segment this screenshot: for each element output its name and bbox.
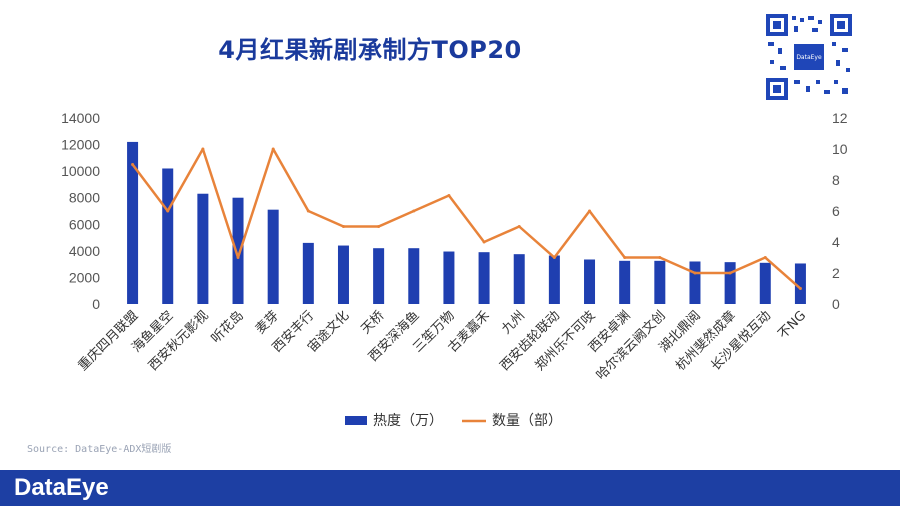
line-point	[482, 240, 486, 244]
bar	[127, 141, 139, 304]
footer-bar: DataEye	[0, 470, 900, 506]
bar	[408, 248, 420, 304]
y-right-tick-label: 4	[832, 234, 840, 250]
chart-title: 4月红果新剧承制方TOP20	[218, 36, 522, 64]
line-point	[236, 256, 240, 259]
line-point	[377, 225, 381, 228]
bar	[548, 255, 560, 304]
bar	[619, 260, 631, 304]
legend-bar-label: 热度（万）	[373, 413, 443, 429]
bar	[689, 261, 701, 304]
bar	[302, 242, 314, 304]
bar	[232, 197, 244, 304]
x-tick-label: 九州	[499, 308, 528, 337]
x-tick-label: 听花岛	[208, 308, 247, 347]
line-point	[623, 256, 627, 259]
line-point	[306, 209, 310, 213]
line-point	[588, 209, 592, 213]
line-point	[798, 287, 802, 290]
y-right-tick-label: 12	[832, 110, 848, 126]
line-point	[517, 225, 521, 228]
line-point	[728, 271, 732, 275]
y-right-tick-label: 6	[832, 203, 840, 219]
qr-code-pattern	[766, 14, 852, 100]
y-left-tick-label: 14000	[61, 110, 100, 126]
x-tick-label: 重庆四月联盟	[75, 308, 141, 374]
line-point	[693, 271, 697, 275]
line-point	[131, 163, 135, 166]
source-note: Source: DataEye-ADX短剧版	[27, 444, 172, 455]
line-point	[412, 209, 416, 213]
y-left-tick-label: 12000	[61, 137, 100, 153]
bar	[759, 262, 771, 304]
y-left-tick-label: 10000	[61, 163, 100, 179]
x-tick-label: 不NG	[775, 308, 809, 342]
y-left-tick-label: 2000	[69, 269, 100, 285]
bar	[654, 260, 666, 304]
line-point	[763, 256, 767, 259]
y-right-tick-label: 0	[832, 296, 840, 312]
y-left-tick-label: 4000	[69, 243, 100, 259]
legend-bar-swatch	[345, 416, 367, 425]
bar	[724, 262, 736, 304]
bar	[162, 168, 174, 304]
bar	[197, 193, 209, 304]
bar	[513, 254, 525, 304]
x-tick-label: 麦芽	[253, 308, 282, 337]
y-right-tick-label: 8	[832, 172, 840, 188]
line-point	[201, 147, 205, 151]
bar	[478, 252, 490, 304]
line-point	[341, 225, 345, 228]
bar	[584, 259, 596, 304]
bar	[794, 263, 806, 304]
line-point	[166, 209, 170, 213]
y-right-tick-label: 2	[832, 265, 840, 281]
line-point	[552, 256, 556, 259]
y-left-tick-label: 8000	[69, 190, 100, 206]
line-series	[131, 147, 802, 290]
y-left-tick-label: 0	[92, 296, 100, 312]
legend-line-label: 数量（部）	[492, 413, 562, 429]
bar	[267, 209, 279, 304]
qr-center-logo: DataEye	[794, 44, 824, 70]
chart-canvas: 0 2000 4000 6000 8000 10000 12000 14000 0 2 4 6 8 10 1…	[61, 110, 848, 429]
bar	[337, 245, 349, 304]
x-tick-label: 天桥	[358, 308, 387, 337]
footer-brand-logo: DataEye	[14, 474, 109, 501]
bar	[373, 248, 385, 304]
x-tick-label: 杭州斐然成章	[672, 308, 738, 374]
line-point	[447, 194, 451, 197]
line-point	[271, 147, 275, 151]
y-left-tick-label: 6000	[69, 216, 100, 232]
bar	[443, 251, 455, 304]
y-right-tick-label: 10	[832, 141, 848, 157]
line-point	[658, 256, 662, 259]
qr-code: DataEye	[766, 14, 852, 100]
